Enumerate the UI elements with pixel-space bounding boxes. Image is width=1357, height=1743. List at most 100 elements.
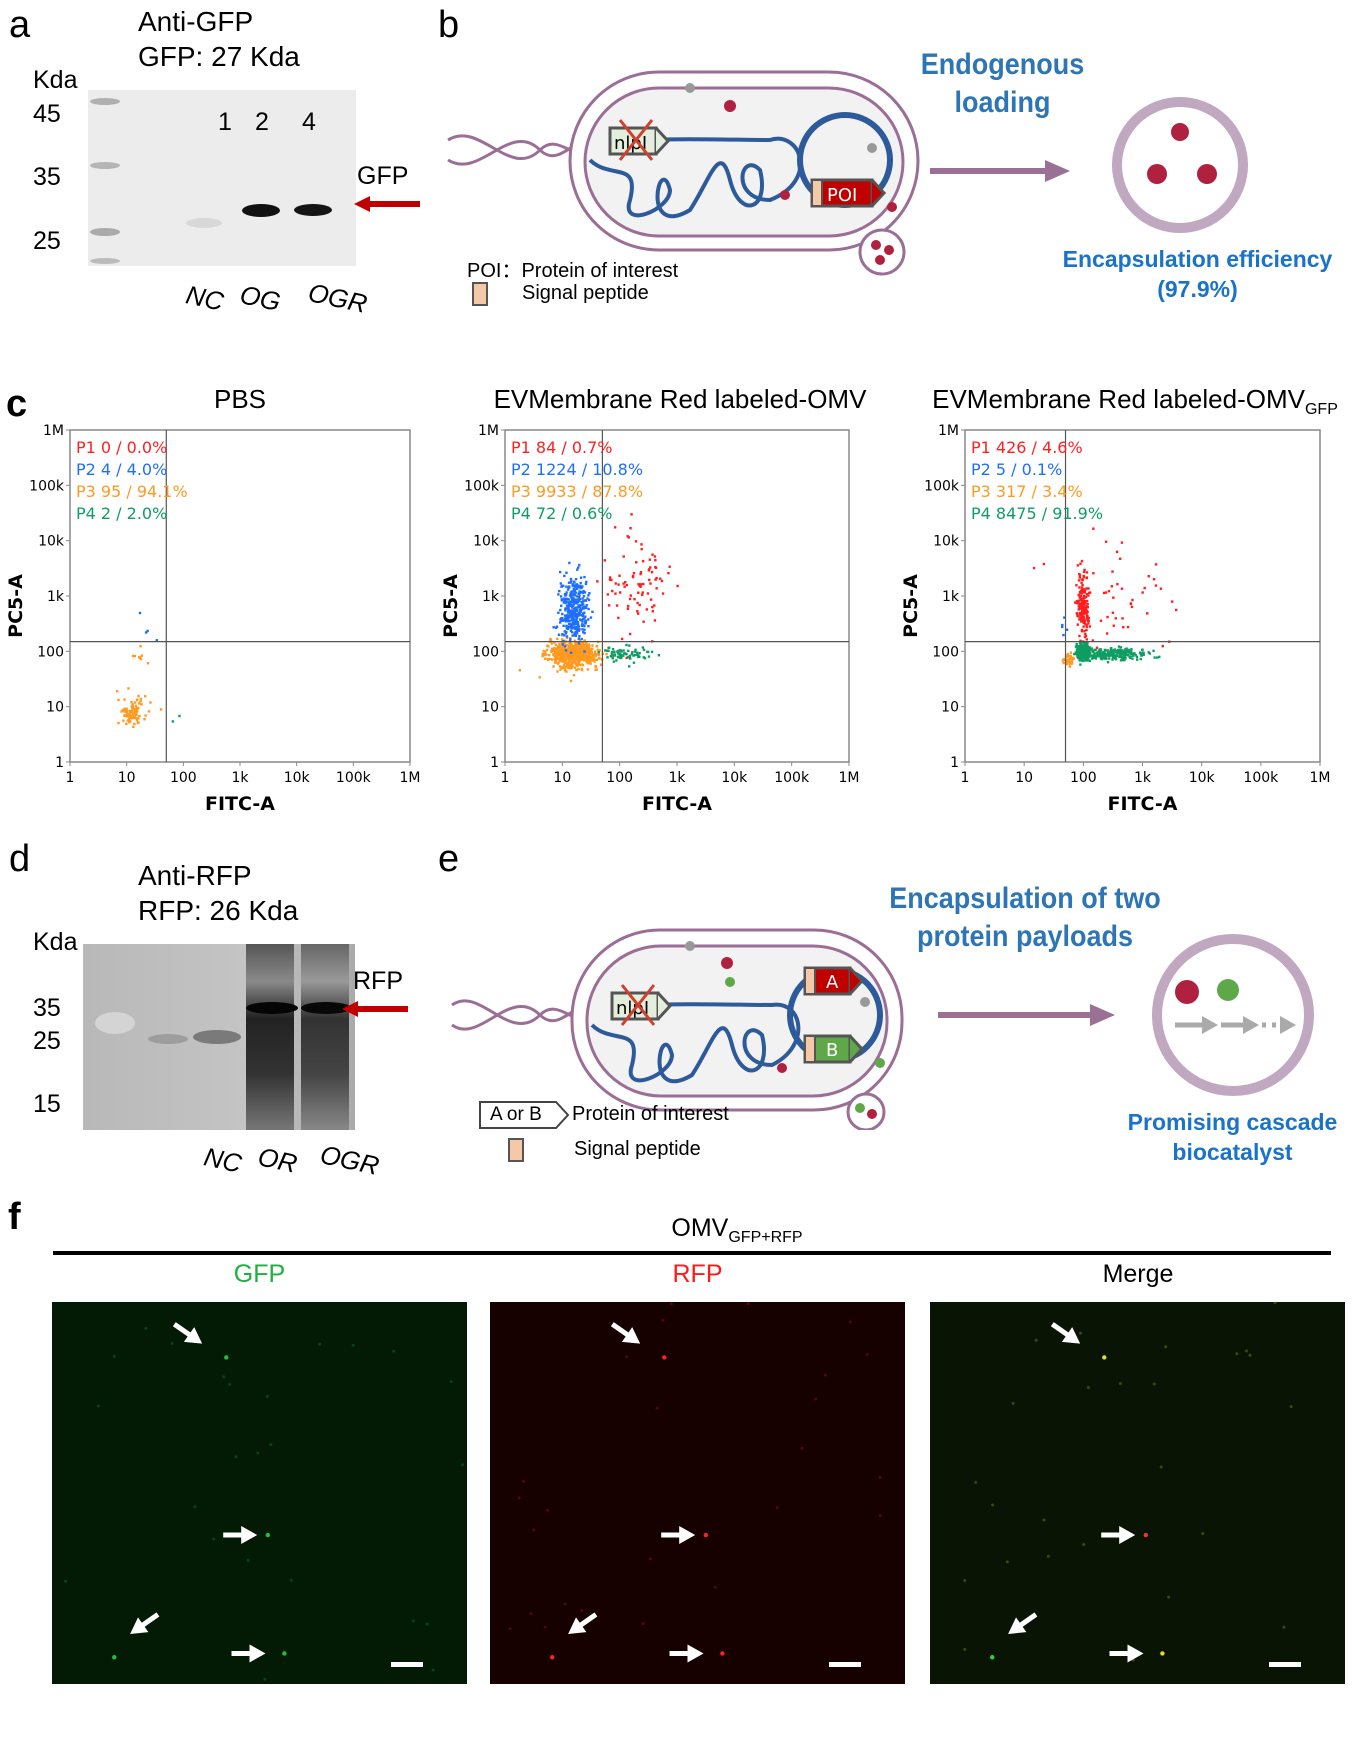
background-speck [263,1677,267,1681]
data-point [574,627,577,631]
data-point [1083,588,1087,592]
data-point [133,710,136,713]
data-point [1082,596,1086,599]
data-point [578,634,581,638]
background-speck [655,1406,659,1410]
background-speck [823,1373,827,1377]
data-point [584,582,588,586]
data-point [558,657,562,660]
data-point [577,654,580,658]
background-speck [521,1479,525,1483]
data-point [642,582,645,586]
data-point [563,574,566,578]
kda-label: Kda [33,66,78,94]
micrograph-background [930,1302,1345,1684]
data-point [541,654,544,658]
data-point [580,658,583,661]
data-point [569,646,573,649]
marker-35: 35 [33,994,61,1022]
data-point [579,584,582,588]
data-point [1086,615,1089,618]
data-point [571,594,574,597]
data-point [1109,654,1112,657]
data-point [577,605,580,609]
data-point [651,553,654,556]
data-point [573,660,577,664]
data-point [562,650,566,654]
data-point [1121,658,1125,662]
data-point [585,660,588,664]
data-point [1138,651,1142,654]
data-point [660,579,664,583]
flow-cytometry-plots: 1 10 100 1k 10k 100k 1M 1 10 100 1k 10k 100k 1M FITC-A… [5,423,1331,815]
white-arrow-icon [669,1644,704,1663]
data-point [133,708,137,711]
background-speck [865,1352,869,1356]
data-point [576,625,579,629]
data-point [1077,593,1080,597]
data-point [570,655,573,658]
data-point [155,639,158,642]
data-point [583,575,586,579]
background-speck [580,1608,584,1612]
data-point [632,571,636,575]
result-line-1: Promising cascade [1127,1109,1338,1135]
data-point [138,702,141,705]
data-point [1104,657,1107,660]
data-point [1105,649,1108,652]
background-speck [814,1397,818,1401]
data-point [567,581,571,584]
data-point [577,667,580,671]
data-point [581,612,585,615]
data-point [1080,599,1083,602]
data-point [571,654,575,657]
gate-stat-p3: P3 95 / 94.1% [76,482,188,501]
data-point [563,593,567,596]
data-point [132,725,135,729]
data-point [582,646,585,649]
data-point [563,645,567,648]
data-point [1140,654,1143,657]
data-point [1107,651,1110,655]
data-point [1061,659,1064,662]
data-point [569,629,573,633]
data-point [1085,625,1088,629]
lane-number-4: 4 [302,108,316,136]
data-point [554,626,558,629]
data-point [1082,574,1085,578]
data-point [558,659,561,663]
data-point [1068,662,1071,665]
data-point [573,614,576,618]
data-point [632,654,635,657]
data-point [634,540,638,543]
gate-stat-p1: P1 0 / 0.0% [76,438,167,457]
data-point [572,607,576,610]
data-point [1106,660,1110,664]
data-point [1065,658,1069,661]
data-point [1086,652,1089,656]
data-point [582,607,586,610]
data-point [571,617,574,620]
flagellum-icon [447,134,590,160]
data-point [648,578,651,582]
data-point [557,650,560,653]
data-point [561,650,564,653]
data-point [137,694,140,698]
band-label-gfp: GFP [357,162,409,190]
fluorescent-particle [720,1651,725,1656]
data-point [139,700,142,703]
plot-title-omv: EVMembrane Red labeled-OMV [470,384,890,415]
data-point [1079,663,1082,666]
data-point [570,618,574,621]
data-point [573,666,577,669]
data-point [571,583,574,586]
data-point [571,615,575,618]
data-point [1087,594,1090,597]
scale-bar [391,1662,423,1667]
lane-number-1: 1 [218,108,232,136]
background-speck [64,1579,68,1583]
data-point [549,637,552,641]
y-tick-label: 100k [924,478,960,494]
data-point [1094,648,1097,651]
data-point [1080,609,1084,613]
